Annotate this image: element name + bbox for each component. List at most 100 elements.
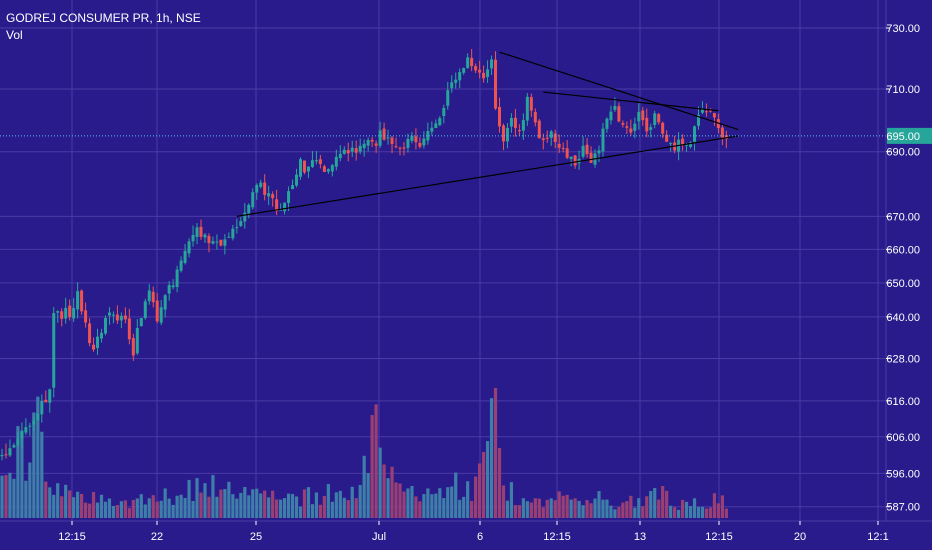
volume-bar [378, 447, 382, 518]
price-tick-label: 628.00 [886, 353, 920, 365]
candle-down [557, 143, 561, 148]
time-tick-label: 12:15 [58, 531, 86, 543]
candle-down [68, 305, 72, 318]
volume-bar [665, 490, 669, 518]
candle-up [251, 192, 255, 208]
volume-bar [649, 490, 653, 518]
volume-bar [175, 495, 179, 518]
volume-bar [52, 494, 56, 518]
candle-up [310, 160, 314, 167]
candle-up [581, 145, 585, 157]
volume-bar [338, 490, 342, 518]
candle-down [589, 152, 593, 163]
candle-down [84, 310, 88, 323]
chart-legend: GODREJ CONSUMER PR, 1h, NSE Vol [6, 10, 201, 44]
candle-up [119, 315, 123, 321]
volume-bar [107, 498, 112, 518]
volume-bar [462, 496, 466, 518]
volume-bar [688, 506, 693, 518]
volume-bar [322, 496, 326, 518]
candle-up [56, 311, 60, 313]
volume-bar [402, 491, 406, 518]
candle-down [263, 182, 267, 195]
volume-bar [589, 503, 593, 518]
volume-bar [191, 501, 195, 518]
candle-up [72, 308, 76, 319]
candle-up [466, 57, 470, 68]
volume-bar [680, 499, 685, 518]
volume-bar [633, 507, 637, 518]
candle-down [382, 128, 386, 140]
candle-up [215, 241, 219, 243]
candle-up [203, 234, 207, 238]
price-tick-label: 640.00 [886, 312, 920, 324]
volume-bar [80, 493, 84, 518]
interval-label[interactable]: 1h [156, 11, 170, 25]
candle-up [135, 328, 139, 354]
candle-up [490, 59, 494, 69]
volume-bar [235, 498, 239, 518]
volume-bar [677, 509, 681, 518]
volume-bar [617, 507, 621, 518]
candle-down [573, 155, 577, 166]
candle-up [509, 118, 513, 127]
time-tick-label: 22 [151, 531, 163, 543]
candle-up [223, 239, 227, 246]
volume-bar [95, 502, 100, 518]
time-tick-label: 12:15 [705, 531, 733, 543]
volume-indicator-label[interactable]: Vol [6, 28, 23, 42]
candle-down [374, 143, 378, 146]
volume-bar [581, 505, 585, 518]
volume-bar [115, 505, 120, 518]
candle-up [450, 82, 454, 89]
candle-up [605, 118, 609, 129]
volume-bar [310, 504, 315, 518]
trendline [543, 91, 719, 112]
candle-down [625, 126, 629, 128]
volume-bar [398, 483, 402, 518]
candle-down [494, 59, 498, 109]
candle-down [390, 137, 394, 144]
candle-up [243, 212, 247, 222]
symbol-name[interactable]: GODREJ CONSUMER PR [6, 11, 150, 25]
volume-bar [577, 500, 581, 518]
volume-bar [211, 475, 215, 518]
candle-up [338, 153, 342, 159]
volume-bar [641, 506, 645, 518]
volume-bar [350, 486, 354, 518]
volume-bar [505, 500, 510, 518]
candle-up [231, 228, 235, 239]
candle-up [175, 269, 179, 288]
exchange-separator: , [169, 11, 177, 25]
candle-down [561, 147, 565, 149]
candle-up [601, 128, 605, 152]
candle-down [322, 166, 326, 172]
candle-up [239, 221, 243, 226]
volume-bar [426, 488, 430, 518]
exchange-label: NSE [176, 11, 201, 25]
candle-up [410, 135, 414, 141]
volume-bar [76, 491, 80, 518]
candle-down [271, 194, 275, 199]
candle-up [12, 445, 16, 448]
volume-bar [83, 502, 88, 518]
volume-bar [541, 507, 545, 518]
volume-bar [267, 497, 271, 518]
volume-bar [227, 481, 231, 518]
volume-bar [231, 494, 235, 518]
candle-up [613, 106, 617, 110]
volume-bar [247, 495, 251, 518]
candle-down [657, 114, 661, 123]
volume-bar [243, 487, 247, 518]
volume-bar [183, 497, 187, 518]
trendline [236, 135, 739, 217]
candle-down [151, 291, 155, 303]
volume-bar [513, 505, 518, 518]
volume-bar [36, 396, 40, 518]
volume-bar [119, 501, 123, 518]
volume-bar [139, 494, 143, 518]
volume-bar [215, 496, 219, 518]
